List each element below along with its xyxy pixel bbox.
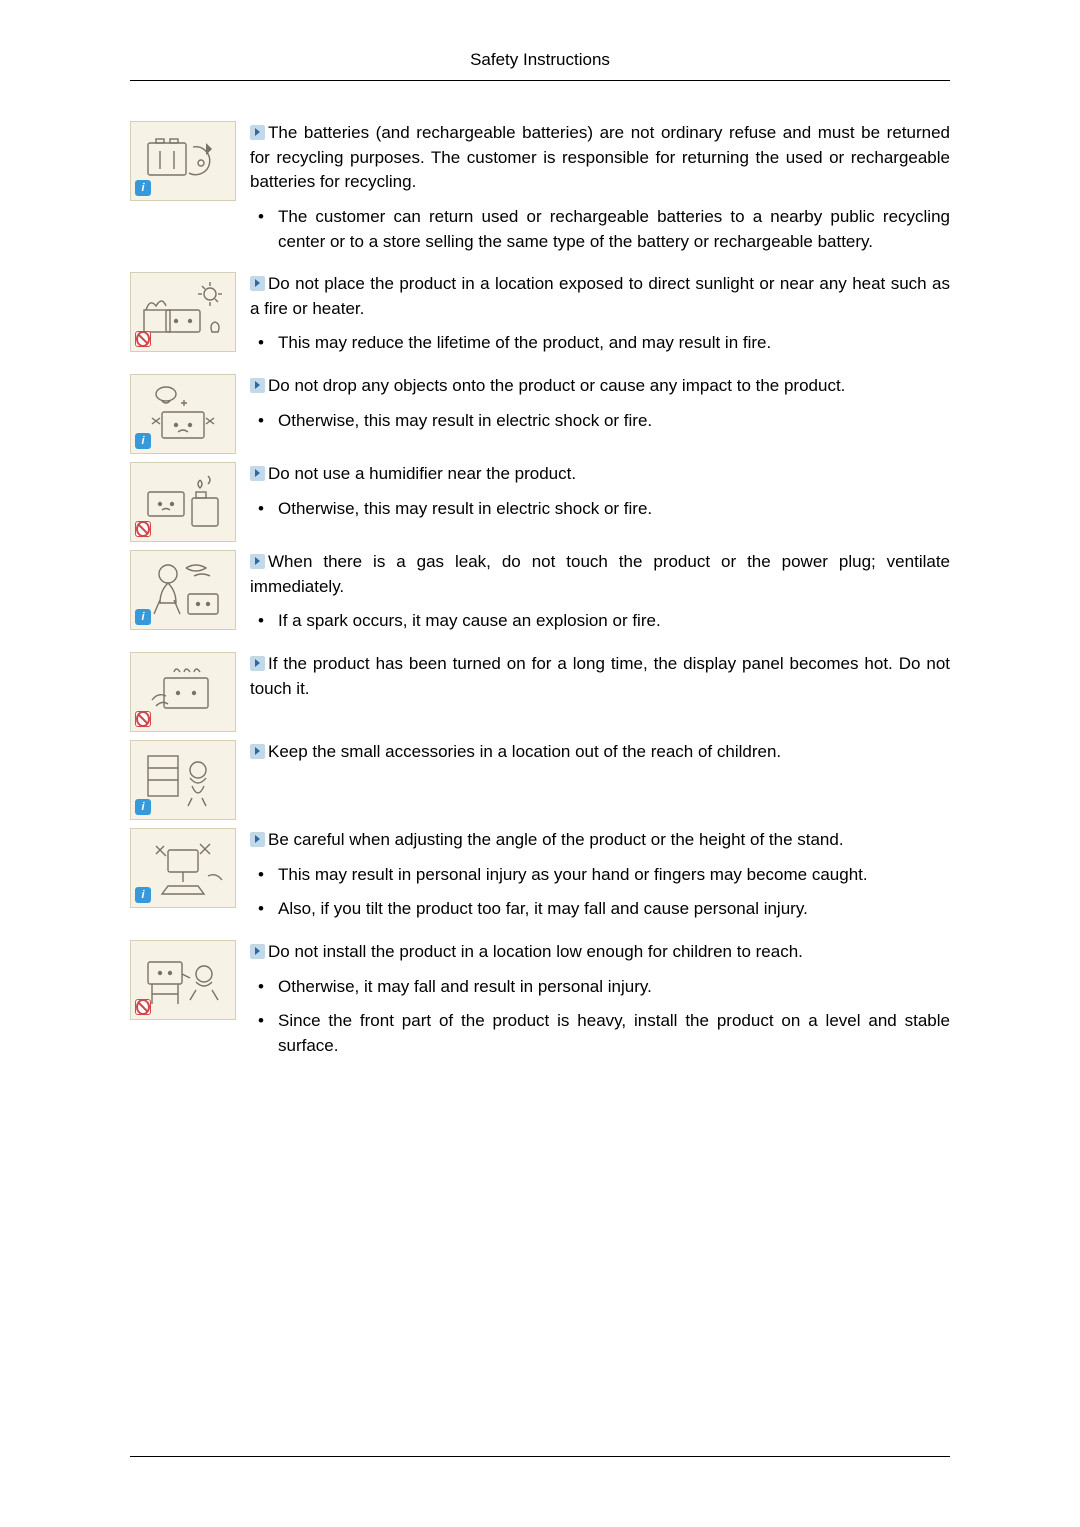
- instruction-content: Do not use a humidifier near the product…: [250, 462, 950, 531]
- illustration-cell: [130, 374, 250, 454]
- instruction-bullets: Otherwise, this may result in electric s…: [250, 497, 950, 522]
- info-badge-icon: [135, 887, 151, 903]
- info-badge-icon: [135, 180, 151, 196]
- instruction-lead: The batteries (and rechargeable batterie…: [250, 121, 950, 195]
- info-badge-icon: [135, 609, 151, 625]
- illustration-cell: [130, 652, 250, 732]
- instruction-content: When there is a gas leak, do not touch t…: [250, 550, 950, 644]
- illustration-box: [130, 272, 236, 352]
- prohibit-badge-icon: [135, 521, 151, 537]
- illustration-box: [130, 374, 236, 454]
- instruction-bullet: Otherwise, it may fall and result in per…: [250, 975, 950, 1000]
- illustration-cell: [130, 462, 250, 542]
- instruction-lead-text: When there is a gas leak, do not touch t…: [250, 552, 950, 596]
- instruction-row: Do not use a humidifier near the product…: [130, 462, 950, 542]
- illustration-box: [130, 740, 236, 820]
- instruction-bullets: The customer can return used or recharge…: [250, 205, 950, 254]
- instruction-lead-text: Keep the small accessories in a location…: [268, 742, 781, 761]
- arrow-bullet-icon: [250, 276, 265, 291]
- instruction-bullet: Since the front part of the product is h…: [250, 1009, 950, 1058]
- instruction-bullet: This may reduce the lifetime of the prod…: [250, 331, 950, 356]
- instruction-lead-text: Do not place the product in a location e…: [250, 274, 950, 318]
- instruction-lead-text: If the product has been turned on for a …: [250, 654, 950, 698]
- instruction-lead: Do not install the product in a location…: [250, 940, 950, 965]
- prohibit-badge-icon: [135, 999, 151, 1015]
- prohibit-badge-icon: [135, 331, 151, 347]
- illustration-cell: [130, 740, 250, 820]
- instruction-row: If the product has been turned on for a …: [130, 652, 950, 732]
- illustration-cell: [130, 272, 250, 352]
- instruction-bullets: If a spark occurs, it may cause an explo…: [250, 609, 950, 634]
- instruction-lead: Do not drop any objects onto the product…: [250, 374, 950, 399]
- illustration-box: [130, 462, 236, 542]
- arrow-bullet-icon: [250, 656, 265, 671]
- instruction-row: Do not install the product in a location…: [130, 940, 950, 1069]
- instruction-bullets: Otherwise, this may result in electric s…: [250, 409, 950, 434]
- illustration-cell: [130, 121, 250, 201]
- instruction-lead-text: Be careful when adjusting the angle of t…: [268, 830, 844, 849]
- instruction-row: The batteries (and rechargeable batterie…: [130, 121, 950, 264]
- instruction-content: Be careful when adjusting the angle of t…: [250, 828, 950, 932]
- illustration-cell: [130, 940, 250, 1020]
- illustration-cell: [130, 828, 250, 908]
- instruction-row: Do not place the product in a location e…: [130, 272, 950, 366]
- instruction-content: Do not drop any objects onto the product…: [250, 374, 950, 443]
- instruction-content: Do not install the product in a location…: [250, 940, 950, 1069]
- instruction-bullets: This may reduce the lifetime of the prod…: [250, 331, 950, 356]
- prohibit-badge-icon: [135, 711, 151, 727]
- instruction-bullet: Also, if you tilt the product too far, i…: [250, 897, 950, 922]
- instruction-bullet: Otherwise, this may result in electric s…: [250, 497, 950, 522]
- arrow-bullet-icon: [250, 378, 265, 393]
- instruction-bullets: Otherwise, it may fall and result in per…: [250, 975, 950, 1059]
- footer-rule: [130, 1456, 950, 1457]
- instruction-content: If the product has been turned on for a …: [250, 652, 950, 701]
- illustration-box: [130, 940, 236, 1020]
- instruction-lead: Be careful when adjusting the angle of t…: [250, 828, 950, 853]
- instruction-lead: When there is a gas leak, do not touch t…: [250, 550, 950, 599]
- instruction-lead: Do not place the product in a location e…: [250, 272, 950, 321]
- illustration-box: [130, 828, 236, 908]
- info-badge-icon: [135, 433, 151, 449]
- instruction-content: Do not place the product in a location e…: [250, 272, 950, 366]
- arrow-bullet-icon: [250, 832, 265, 847]
- header-rule: [130, 80, 950, 81]
- illustration-cell: [130, 550, 250, 630]
- instruction-row: Keep the small accessories in a location…: [130, 740, 950, 820]
- instruction-lead: Keep the small accessories in a location…: [250, 740, 950, 765]
- arrow-bullet-icon: [250, 466, 265, 481]
- instruction-bullet: This may result in personal injury as yo…: [250, 863, 950, 888]
- page-header: Safety Instructions: [130, 50, 950, 80]
- instruction-content: The batteries (and rechargeable batterie…: [250, 121, 950, 264]
- arrow-bullet-icon: [250, 744, 265, 759]
- instructions-list: The batteries (and rechargeable batterie…: [130, 121, 950, 1069]
- info-badge-icon: [135, 799, 151, 815]
- instruction-lead-text: The batteries (and rechargeable batterie…: [250, 123, 950, 191]
- arrow-bullet-icon: [250, 944, 265, 959]
- illustration-box: [130, 121, 236, 201]
- instruction-bullets: This may result in personal injury as yo…: [250, 863, 950, 922]
- arrow-bullet-icon: [250, 554, 265, 569]
- illustration-box: [130, 550, 236, 630]
- instruction-row: When there is a gas leak, do not touch t…: [130, 550, 950, 644]
- instruction-bullet: The customer can return used or recharge…: [250, 205, 950, 254]
- instruction-row: Do not drop any objects onto the product…: [130, 374, 950, 454]
- instruction-bullet: If a spark occurs, it may cause an explo…: [250, 609, 950, 634]
- instruction-lead-text: Do not drop any objects onto the product…: [268, 376, 845, 395]
- instruction-lead-text: Do not install the product in a location…: [268, 942, 803, 961]
- instruction-row: Be careful when adjusting the angle of t…: [130, 828, 950, 932]
- instruction-bullet: Otherwise, this may result in electric s…: [250, 409, 950, 434]
- instruction-content: Keep the small accessories in a location…: [250, 740, 950, 765]
- instruction-lead: If the product has been turned on for a …: [250, 652, 950, 701]
- instruction-lead: Do not use a humidifier near the product…: [250, 462, 950, 487]
- arrow-bullet-icon: [250, 125, 265, 140]
- illustration-box: [130, 652, 236, 732]
- instruction-lead-text: Do not use a humidifier near the product…: [268, 464, 576, 483]
